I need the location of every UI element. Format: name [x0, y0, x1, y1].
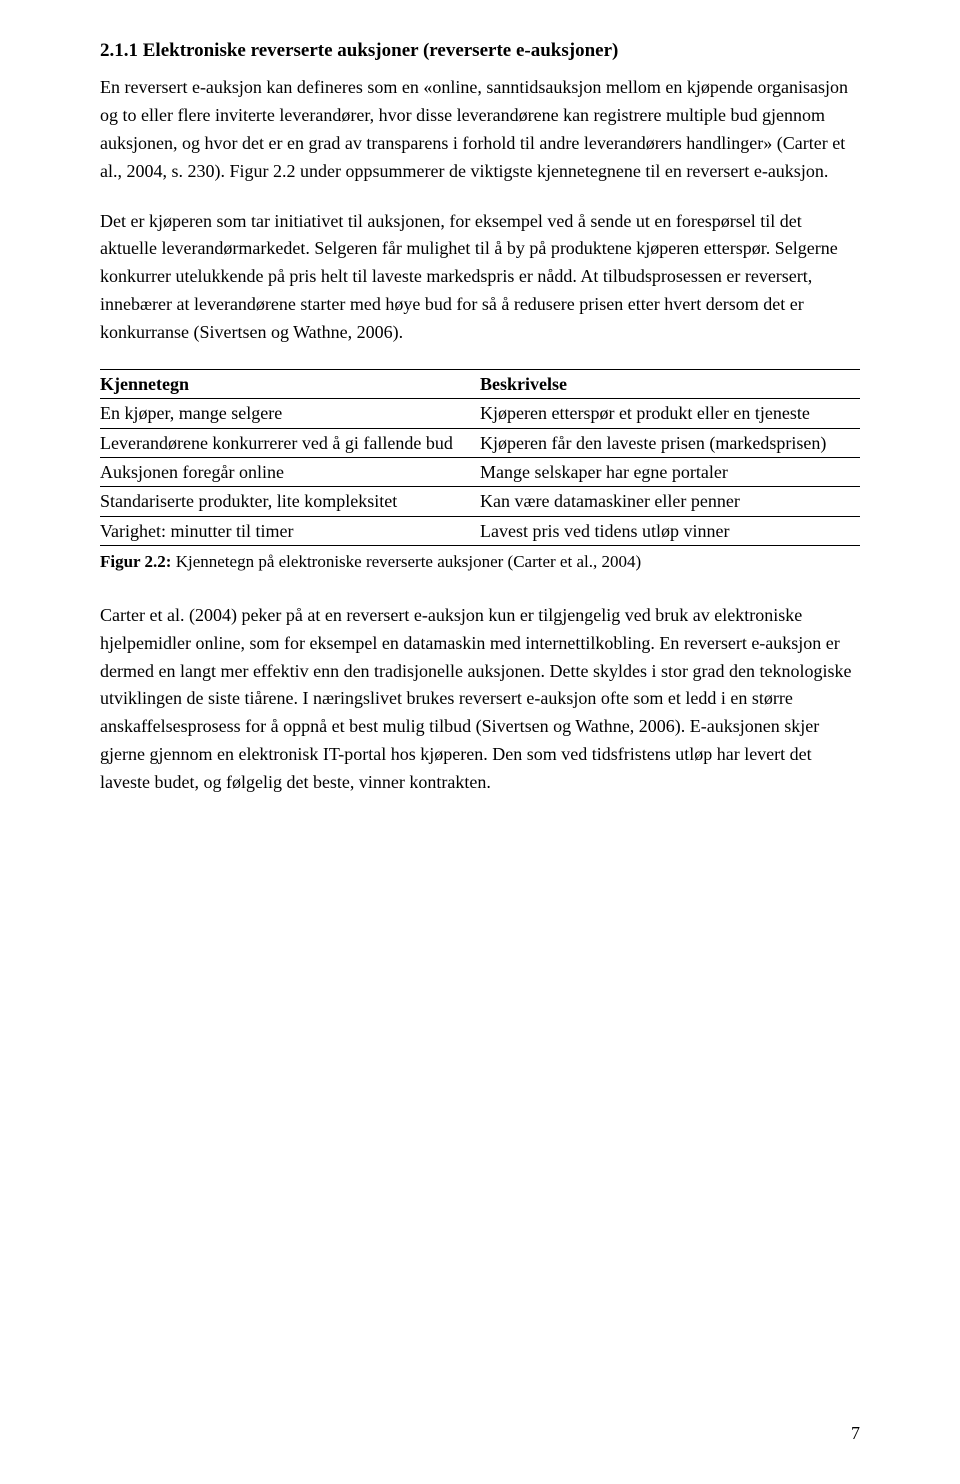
table-header-col2: Beskrivelse [480, 370, 860, 399]
figure-caption-text: Kjennetegn på elektroniske reverserte au… [171, 552, 641, 571]
page-number: 7 [851, 1423, 860, 1444]
table-cell: Kjøperen etterspør et produkt eller en t… [480, 399, 860, 428]
figure-label: Figur 2.2: [100, 552, 171, 571]
table-row: Standariserte produkter, lite kompleksit… [100, 487, 860, 516]
table-row: En kjøper, mange selgere Kjøperen etters… [100, 399, 860, 428]
paragraph-3: Carter et al. (2004) peker på at en reve… [100, 602, 860, 797]
table-cell: Kan være datamaskiner eller penner [480, 487, 860, 516]
table-row: Varighet: minutter til timer Lavest pris… [100, 516, 860, 545]
table-header-col1: Kjennetegn [100, 370, 480, 399]
paragraph-2: Det er kjøperen som tar initiativet til … [100, 208, 860, 347]
kjennetegn-table: Kjennetegn Beskrivelse En kjøper, mange … [100, 369, 860, 546]
kjennetegn-table-section: Kjennetegn Beskrivelse En kjøper, mange … [100, 369, 860, 546]
table-header-row: Kjennetegn Beskrivelse [100, 370, 860, 399]
paragraph-1: En reversert e-auksjon kan defineres som… [100, 74, 860, 186]
table-cell: Lavest pris ved tidens utløp vinner [480, 516, 860, 545]
figure-caption: Figur 2.2: Kjennetegn på elektroniske re… [100, 552, 860, 572]
table-cell: Standariserte produkter, lite kompleksit… [100, 487, 480, 516]
table-cell: Auksjonen foregår online [100, 457, 480, 486]
section-heading: 2.1.1 Elektroniske reverserte auksjoner … [100, 40, 860, 62]
table-cell: Mange selskaper har egne portaler [480, 457, 860, 486]
table-row: Auksjonen foregår online Mange selskaper… [100, 457, 860, 486]
table-cell: En kjøper, mange selgere [100, 399, 480, 428]
table-cell: Leverandørene konkurrerer ved å gi falle… [100, 428, 480, 457]
document-page: 2.1.1 Elektroniske reverserte auksjoner … [0, 0, 960, 1484]
table-cell: Varighet: minutter til timer [100, 516, 480, 545]
table-cell: Kjøperen får den laveste prisen (markeds… [480, 428, 860, 457]
table-row: Leverandørene konkurrerer ved å gi falle… [100, 428, 860, 457]
